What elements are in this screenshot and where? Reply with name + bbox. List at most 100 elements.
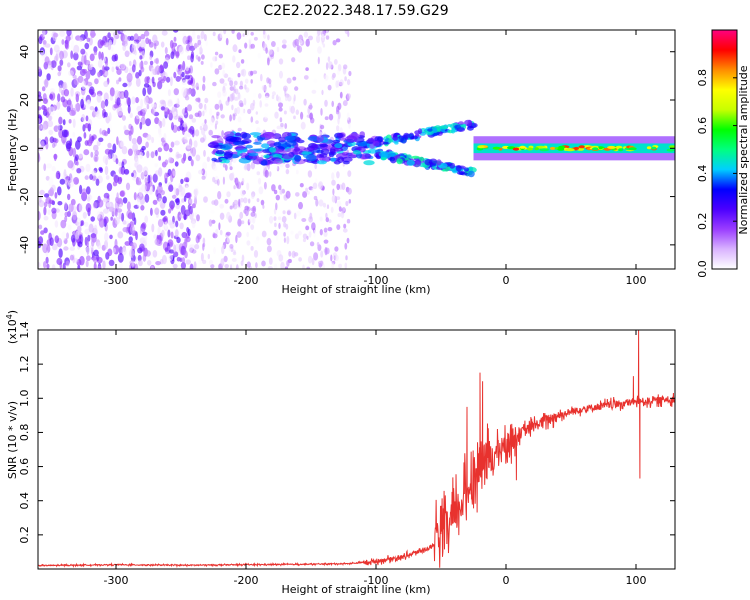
heatmap-cell <box>410 135 419 140</box>
heatmap-cell <box>110 190 115 200</box>
heatmap-cell <box>309 112 314 120</box>
x-tick-label: -100 <box>364 574 389 587</box>
heatmap-cell <box>40 123 47 131</box>
colorbar: 0.0 0.2 0.4 0.6 0.8 Normalized spectral ampl… <box>696 29 750 278</box>
heatmap-cell <box>229 86 234 91</box>
heatmap-cell <box>194 42 198 49</box>
heatmap-cell <box>176 153 183 159</box>
heatmap-cell <box>88 223 94 233</box>
heatmap-cell <box>116 136 119 146</box>
heatmap-cell <box>336 132 345 138</box>
heatmap-cell <box>117 253 124 263</box>
heatmap-cell <box>43 261 47 269</box>
heatmap-cell <box>342 100 348 107</box>
snr-series-line <box>38 330 675 568</box>
heatmap-cell <box>194 197 197 205</box>
heatmap-cell <box>334 254 339 262</box>
heatmap-cell <box>337 117 340 125</box>
heatmap-cell <box>359 153 372 160</box>
heatmap-cell <box>267 266 273 269</box>
heatmap-cell <box>110 216 113 221</box>
heatmap-cell <box>79 255 85 266</box>
heatmap-cell <box>294 233 299 240</box>
heatmap-cell <box>198 259 203 265</box>
heatmap-cell <box>232 113 236 121</box>
heatmap-cell <box>539 148 550 152</box>
heatmap-cell <box>307 255 313 264</box>
heatmap-cell <box>67 62 71 68</box>
heatmap-cell <box>284 140 297 147</box>
heatmap-cell <box>241 132 251 140</box>
heatmap-cell <box>104 165 109 176</box>
heatmap-cell <box>149 55 153 61</box>
heatmap-cell <box>46 73 51 81</box>
heatmap-cell <box>193 261 197 269</box>
heatmap-cell <box>133 149 139 156</box>
heatmap-cell <box>174 229 179 238</box>
heatmap-cell <box>218 53 223 59</box>
heatmap-cell <box>182 35 188 45</box>
heatmap-cell <box>477 145 485 149</box>
heatmap-cell <box>131 96 136 105</box>
heatmap-cell <box>168 208 172 214</box>
heatmap-cell <box>415 133 420 137</box>
heatmap-cell <box>180 262 186 269</box>
heatmap-cell <box>285 95 288 102</box>
heatmap-cell <box>86 99 91 108</box>
heatmap-cell <box>287 95 292 102</box>
heatmap-cell <box>336 125 340 132</box>
heatmap-cell <box>248 152 259 157</box>
heatmap-cell <box>318 181 324 190</box>
heatmap-cell <box>151 76 155 84</box>
heatmap-cell <box>247 108 252 115</box>
heatmap-cell <box>271 94 275 100</box>
heatmap-cell <box>202 237 206 245</box>
heatmap-cell <box>348 70 352 77</box>
heatmap-cell <box>133 192 137 201</box>
heatmap-cell <box>221 62 226 70</box>
heatmap-cell <box>87 234 91 242</box>
heatmap-cell <box>217 91 222 98</box>
heatmap-cell <box>298 39 303 45</box>
heatmap-cell <box>93 144 99 152</box>
heatmap-cell <box>152 199 158 205</box>
heatmap-cell <box>202 161 208 170</box>
heatmap-cell <box>367 137 375 144</box>
heatmap-cell <box>38 224 43 230</box>
heatmap-cell <box>197 97 201 103</box>
heatmap-cell <box>273 216 277 221</box>
heatmap-cell <box>403 132 410 139</box>
heatmap-cell <box>67 193 71 201</box>
heatmap-cell <box>337 69 340 76</box>
heatmap-cell <box>347 170 352 178</box>
colorbar-tick-label: 0.2 <box>696 212 709 230</box>
heatmap-cell <box>246 261 251 268</box>
heatmap-cell <box>173 88 179 96</box>
heatmap-cell <box>194 112 200 118</box>
heatmap-cell <box>295 169 299 175</box>
heatmap-cell <box>222 176 225 185</box>
heatmap-cell <box>182 60 186 71</box>
heatmap-cell <box>273 158 284 165</box>
heatmap-cell <box>246 240 251 246</box>
heatmap-cell <box>238 49 242 54</box>
heatmap-cell <box>131 242 137 250</box>
heatmap-cell <box>249 132 262 136</box>
heatmap-cell <box>271 184 276 192</box>
heatmap-cell <box>241 220 245 225</box>
heatmap-cell <box>267 49 273 55</box>
heatmap-cell <box>121 247 127 256</box>
heatmap-cell <box>51 264 56 269</box>
heatmap-cell <box>65 140 72 150</box>
heatmap-cell <box>126 72 133 83</box>
heatmap-cell <box>58 116 63 125</box>
heatmap-cell <box>177 64 182 70</box>
snr-frame <box>37 329 676 570</box>
heatmap-cell <box>261 230 267 238</box>
heatmap-cell <box>519 145 526 149</box>
heatmap-cell <box>117 231 124 239</box>
heatmap-cell <box>340 210 345 219</box>
heatmap-cell <box>244 42 248 49</box>
heatmap-cell <box>133 217 137 226</box>
spectrogram-x-label: Height of straight line (km) <box>281 283 430 296</box>
